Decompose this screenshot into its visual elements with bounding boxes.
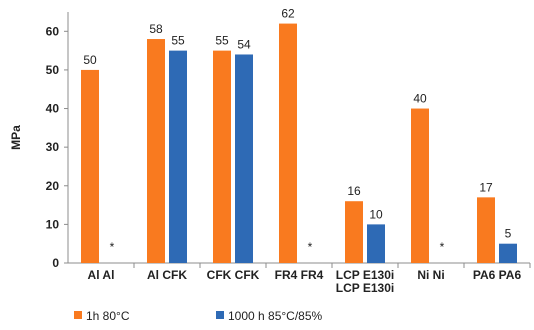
- bar-series-1: [411, 108, 429, 264]
- bar-series-2: [367, 224, 385, 263]
- x-category-label: CFK CFK: [207, 268, 260, 282]
- x-category-label: PA6 PA6: [473, 268, 522, 282]
- y-tick-label: 20: [46, 179, 60, 193]
- x-category-label: Ni Ni: [417, 268, 444, 282]
- x-category-label: LCP E130i: [336, 281, 394, 295]
- bar-series-2: [235, 54, 253, 263]
- axes: 0 10 20 30 40 50 60 MPa: [9, 12, 531, 270]
- legend-label-2: 1000 h 85°C/85%: [228, 309, 323, 323]
- x-category-label: Al CFK: [147, 268, 187, 282]
- data-label: 54: [237, 37, 251, 51]
- missing-value-marker: *: [308, 240, 313, 254]
- missing-value-marker: *: [110, 240, 115, 254]
- y-tick-label: 60: [46, 24, 60, 38]
- bar-series-1: [81, 69, 99, 263]
- x-category-label: Al Al: [88, 268, 115, 282]
- data-label: 10: [369, 207, 383, 221]
- bar-series-2: [499, 243, 517, 263]
- y-tick-label: 30: [46, 140, 60, 154]
- y-axis-title: MPa: [9, 125, 23, 150]
- bar-series-1: [345, 201, 363, 263]
- y-tick-label: 40: [46, 102, 60, 116]
- data-label: 55: [171, 34, 185, 48]
- bar-series-1: [213, 50, 231, 263]
- x-category-label: FR4 FR4: [275, 268, 324, 282]
- data-label: 55: [215, 34, 229, 48]
- legend-swatch-1: [74, 311, 82, 319]
- bar-series-1: [477, 197, 495, 263]
- y-tick-label: 50: [46, 63, 60, 77]
- legend: 1h 80°C 1000 h 85°C/85%: [74, 309, 323, 323]
- labels: Al Al 50 * Al CFK 58 55 CFK CFK 55 54 FR4 FR4 62 * L…: [83, 7, 521, 295]
- bars: [81, 23, 517, 264]
- data-label: 5: [505, 227, 512, 241]
- data-label: 50: [83, 53, 97, 67]
- bar-series-1: [279, 23, 297, 264]
- data-label: 58: [149, 22, 163, 36]
- legend-label-1: 1h 80°C: [86, 309, 130, 323]
- legend-swatch-2: [216, 311, 224, 319]
- bar-series-2: [169, 50, 187, 263]
- y-tick-label: 10: [46, 217, 60, 231]
- data-label: 40: [413, 92, 427, 106]
- x-category-label: LCP E130i: [336, 268, 394, 282]
- data-label: 62: [281, 7, 295, 21]
- y-tick-label: 0: [52, 256, 59, 270]
- data-label: 16: [347, 184, 361, 198]
- missing-value-marker: *: [440, 240, 445, 254]
- bar-series-1: [147, 39, 165, 264]
- data-label: 17: [479, 180, 493, 194]
